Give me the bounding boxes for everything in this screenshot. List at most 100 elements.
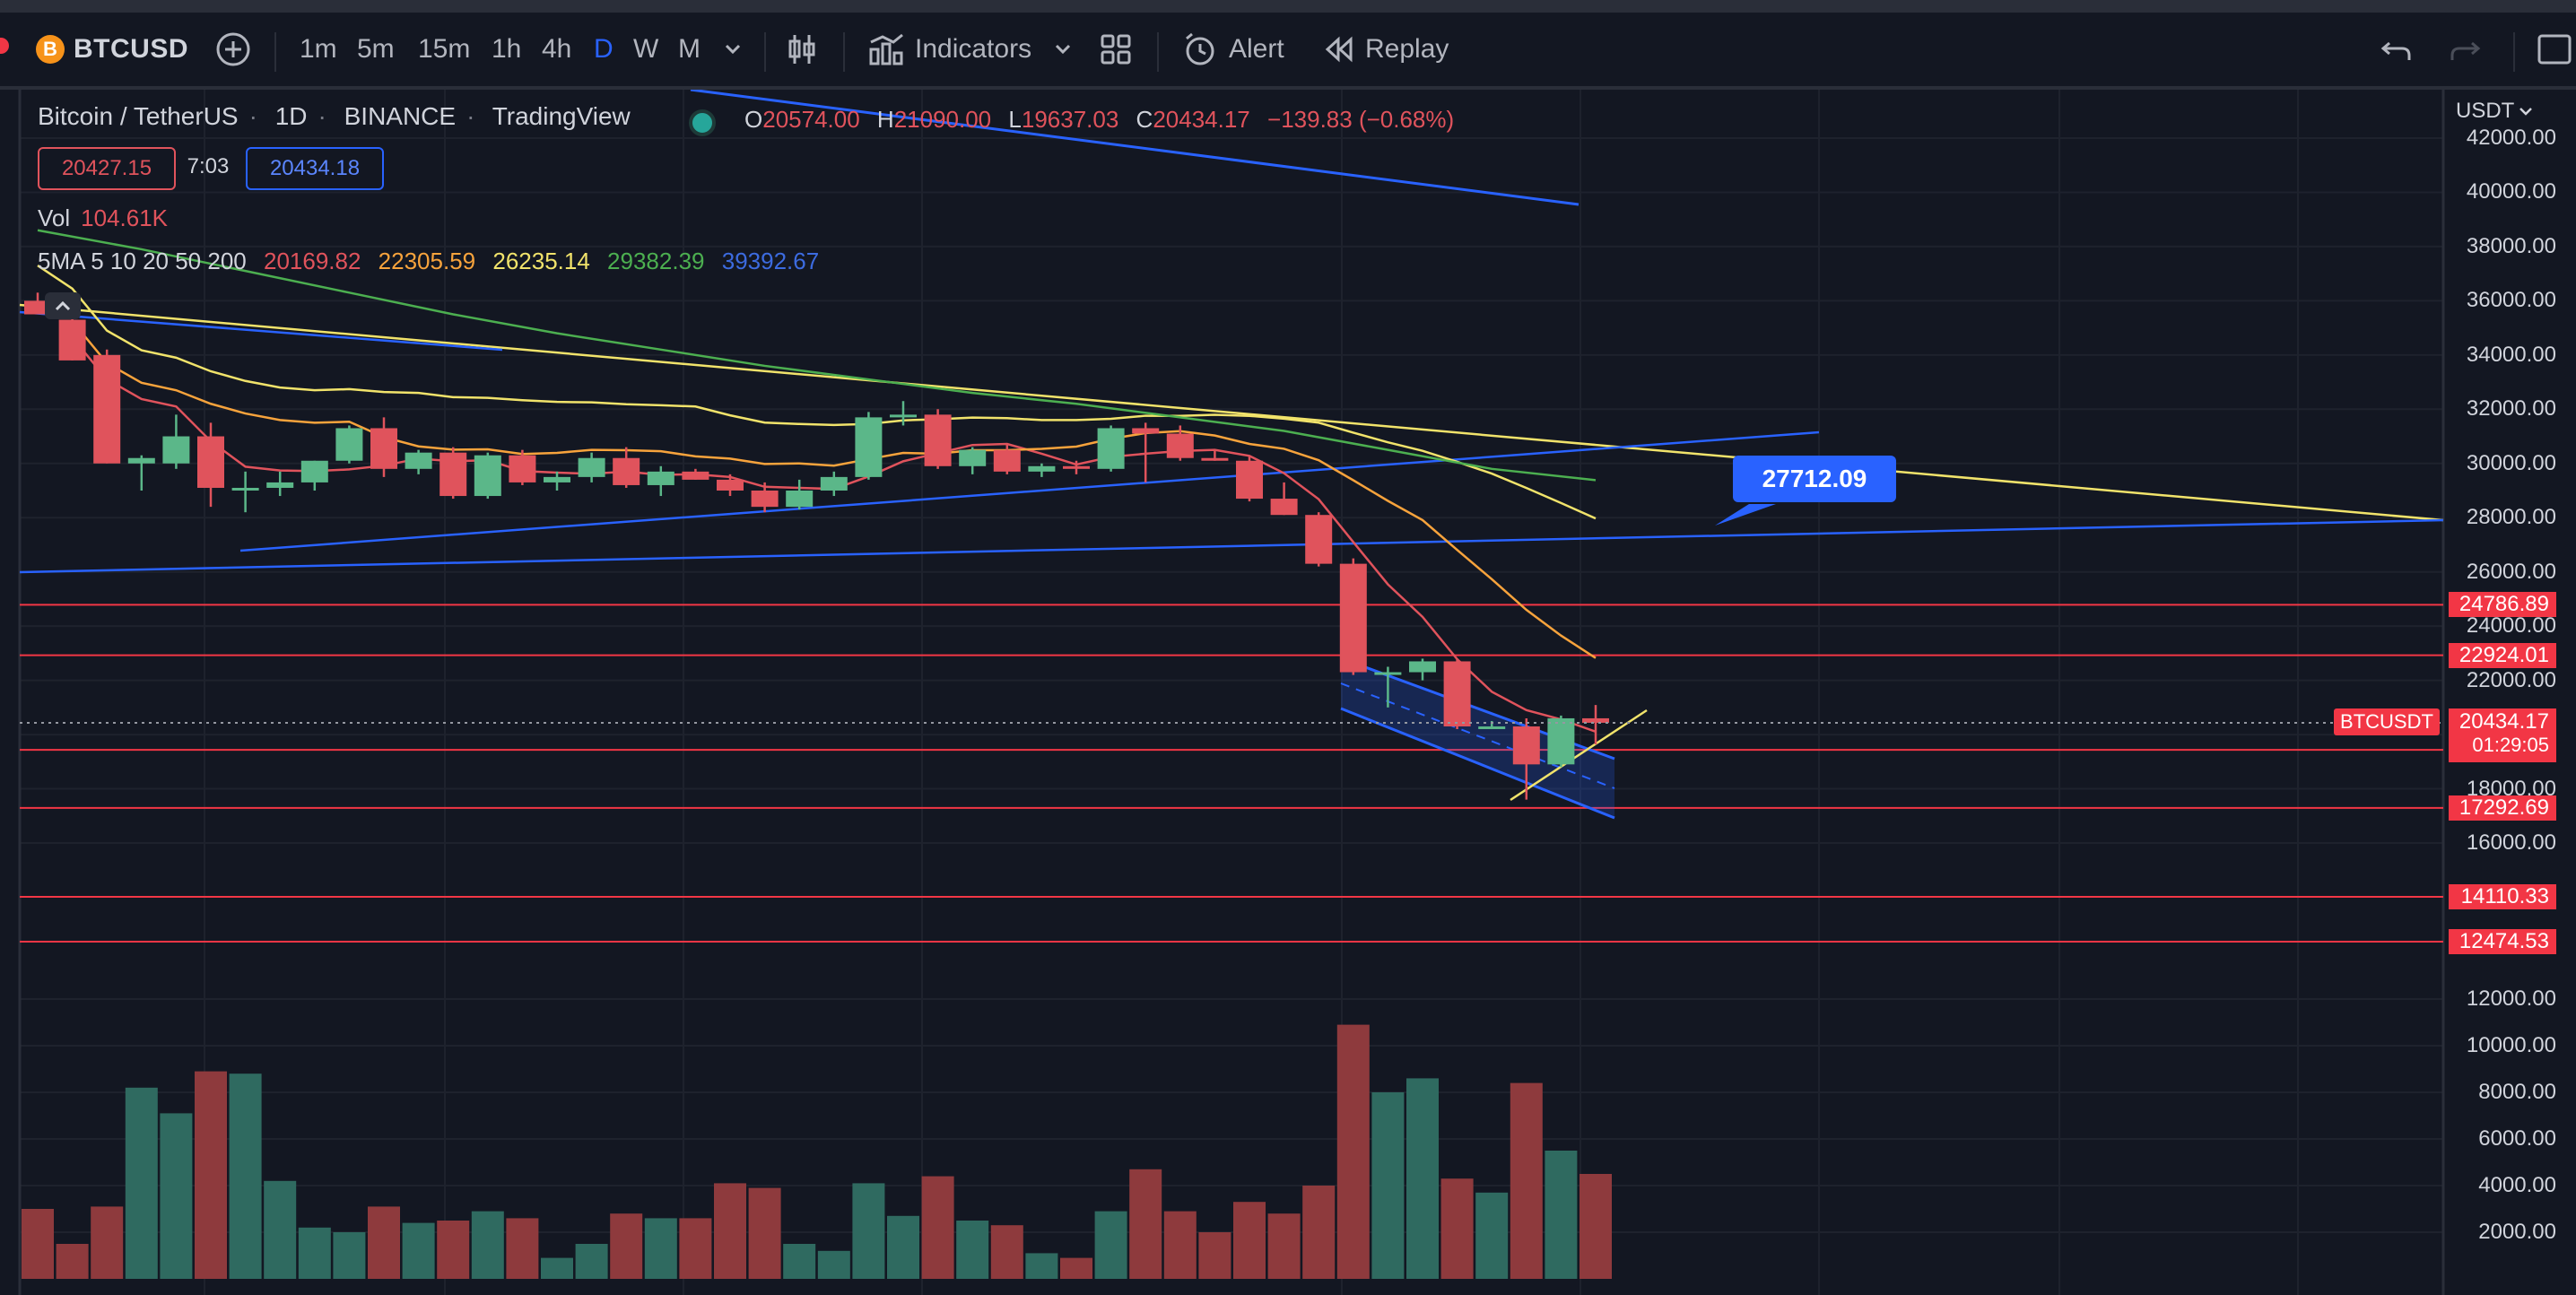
indicators-dropdown[interactable] [1053, 13, 1073, 86]
price-axis-label: 38000.00 [2466, 233, 2556, 258]
redo-button[interactable] [2449, 13, 2481, 86]
candle-down [1339, 563, 1367, 673]
candle-down [1236, 460, 1263, 500]
candle-down [1201, 457, 1229, 461]
ma50-line [37, 229, 1597, 482]
candle-down [509, 455, 536, 482]
volume-bar [1371, 1092, 1405, 1279]
volume-bar [990, 1225, 1023, 1279]
red-dot-indicator [0, 38, 9, 54]
volume-bar [471, 1211, 504, 1279]
candle-down [717, 479, 744, 491]
replay-button[interactable]: Replay [1324, 13, 1449, 86]
candle-down [24, 300, 51, 315]
toolbar-divider [274, 32, 276, 72]
templates-button[interactable] [1100, 13, 1132, 86]
interval-15m[interactable]: 15m [418, 34, 471, 64]
volume-bar [333, 1232, 366, 1279]
candle-up [1097, 428, 1125, 469]
price-chart[interactable]: 27712.09 [0, 90, 2576, 1295]
vol-label: Vol [38, 204, 71, 231]
chart-background [0, 90, 2576, 1295]
alert-button[interactable]: Alert [1182, 13, 1284, 86]
trendline-blue-short[interactable] [19, 310, 503, 352]
trendline-yellow-short[interactable] [1510, 708, 1648, 802]
volume-bar [1440, 1178, 1474, 1279]
trendline-yellow-long[interactable] [19, 303, 2444, 522]
candle-up [162, 436, 190, 464]
chart-type-button[interactable] [786, 13, 818, 86]
ma10-value: 22305.59 [378, 248, 476, 274]
interval-m[interactable]: M [678, 34, 701, 64]
candle-up [820, 476, 848, 491]
interval-4h[interactable]: 4h [542, 34, 572, 64]
ma20-value: 26235.14 [492, 248, 590, 274]
volume-bar [437, 1221, 470, 1279]
open-label: O [744, 106, 763, 133]
indicators-button[interactable]: Indicators [868, 13, 1031, 86]
candle-down [93, 354, 121, 464]
interval-d[interactable]: D [594, 34, 614, 64]
volume-bar [921, 1176, 954, 1279]
candle-down [1132, 428, 1160, 434]
interval-dropdown[interactable] [723, 13, 743, 86]
bitcoin-logo-icon: B [36, 35, 65, 64]
market-status-icon[interactable] [689, 109, 716, 136]
undo-button[interactable] [2380, 13, 2413, 86]
redo-icon [2450, 41, 2481, 60]
interval-1h[interactable]: 1h [492, 34, 522, 64]
price-axis-label: 22000.00 [2466, 667, 2556, 692]
volume-bar [125, 1087, 158, 1279]
interval-5m[interactable]: 5m [357, 34, 395, 64]
alert-label: Alert [1229, 34, 1284, 64]
trendline-blue-rising[interactable] [239, 430, 1820, 552]
volume-bar [229, 1073, 262, 1279]
candle-down [1166, 433, 1194, 458]
currency-selector[interactable]: USDT [2456, 99, 2534, 124]
trendline-blue-support[interactable] [19, 518, 2444, 574]
volume-axis-label: 10000.00 [2466, 1033, 2556, 1057]
channel-lower-line[interactable] [1340, 707, 1615, 820]
buy-price-button[interactable]: 20434.18 [246, 147, 384, 190]
window-top-strip [0, 0, 2576, 13]
candles [24, 292, 1609, 800]
chevron-down-icon [1055, 44, 1071, 55]
candle-down [370, 428, 397, 469]
ma10-line [71, 320, 1597, 659]
collapse-legend-button[interactable] [45, 292, 81, 319]
price-axis-label: 16000.00 [2466, 830, 2556, 855]
volume-bar [1510, 1082, 1543, 1279]
interval-1m[interactable]: 1m [300, 34, 337, 64]
candle-up [1547, 717, 1575, 765]
candle-up [1374, 672, 1402, 675]
volume-bar [575, 1244, 608, 1279]
channel-mid-line [1340, 682, 1615, 789]
plus-circle-icon [216, 32, 250, 66]
interval-w[interactable]: W [633, 34, 659, 64]
candle-up [127, 457, 155, 464]
legend-main: Bitcoin / TetherUS · 1D · BINANCE · Trading… [38, 102, 631, 130]
volume-bar [91, 1206, 124, 1279]
price-axis-label: 28000.00 [2466, 505, 2556, 530]
volume-axis-label: 8000.00 [2478, 1080, 2556, 1104]
candle-up [647, 471, 674, 485]
candles-icon [788, 35, 815, 64]
legend-title: Bitcoin / TetherUS [38, 102, 239, 130]
price-axis-label: 40000.00 [2466, 179, 2556, 204]
compare-add-button[interactable] [213, 13, 253, 86]
price-callout[interactable]: 27712.09 [1715, 456, 1896, 526]
trendline-blue-upper[interactable] [690, 90, 1580, 206]
fullscreen-button[interactable] [2537, 13, 2572, 86]
volume-bar [852, 1183, 885, 1279]
toolbar-divider [2513, 32, 2515, 72]
ma20-line [37, 265, 1597, 520]
candle-up [405, 452, 432, 469]
grid-layout-icon [1101, 34, 1131, 65]
volume-bar [1025, 1253, 1058, 1279]
volume-bar [1060, 1257, 1092, 1279]
volume-axis-label: 2000.00 [2478, 1220, 2556, 1244]
candle-up [786, 491, 814, 508]
sell-price-button[interactable]: 20427.15 [38, 147, 176, 190]
symbol-selector[interactable]: B BTCUSD [36, 13, 188, 86]
close-value: 20434.17 [1153, 106, 1250, 133]
